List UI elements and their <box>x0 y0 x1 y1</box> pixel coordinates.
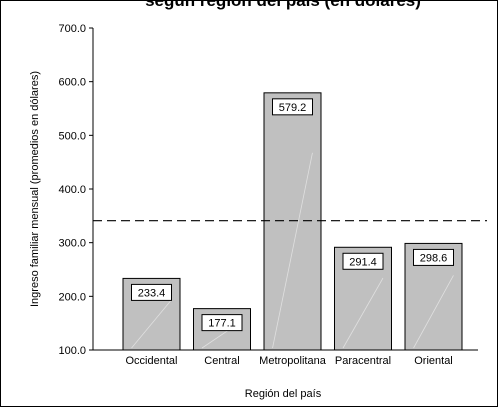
bar-sheen <box>342 277 384 349</box>
data-label-central: 177.1 <box>208 318 236 330</box>
data-label-box <box>342 252 384 270</box>
x-tick-label: Central <box>204 355 239 367</box>
bar-sheen <box>131 299 172 349</box>
x-tick-label: Oriental <box>414 355 453 367</box>
data-label-box <box>413 248 454 266</box>
data-label-occidental: 233.4 <box>138 287 166 299</box>
data-label-paracentral: 291.4 <box>349 256 377 268</box>
y-tick-label: 200.0 <box>58 291 86 303</box>
data-label-box <box>131 283 172 301</box>
x-tick-label: Paracentral <box>335 355 391 367</box>
data-label-box <box>201 314 243 332</box>
bar-sheen <box>272 152 313 349</box>
y-tick-label: 400.0 <box>58 184 86 196</box>
y-tick-label: 600.0 <box>58 77 86 89</box>
data-label-oriental: 298.6 <box>420 252 448 264</box>
data-label-metropolitana: 579.2 <box>279 102 307 114</box>
bar-metropolitana <box>263 92 322 351</box>
y-tick-label: 300.0 <box>58 238 86 250</box>
y-tick-label: 500.0 <box>58 130 86 142</box>
y-axis-label: Ingreso familiar mensual (promedios en d… <box>29 71 41 307</box>
bar-sheen <box>413 275 454 349</box>
x-tick-label: Occidental <box>126 355 178 367</box>
x-axis-label: Región del país <box>245 388 322 400</box>
data-label-box <box>272 98 313 116</box>
chart-title: según región del país (en dólares) <box>145 0 421 10</box>
x-tick-label: Metropolitana <box>259 355 327 367</box>
y-ticks: 100.0 200.0 300.0 400.0 500.0 600.0 700.0 <box>58 23 93 357</box>
bars <box>122 92 463 351</box>
data-labels: 233.4 177.1 579.2 291.4 298.6 <box>131 98 454 332</box>
y-tick-label: 700.0 <box>58 23 86 35</box>
y-tick-label: 100.0 <box>58 345 86 357</box>
x-ticks: Occidental Central Metropolitana Paracentra… <box>126 355 453 367</box>
